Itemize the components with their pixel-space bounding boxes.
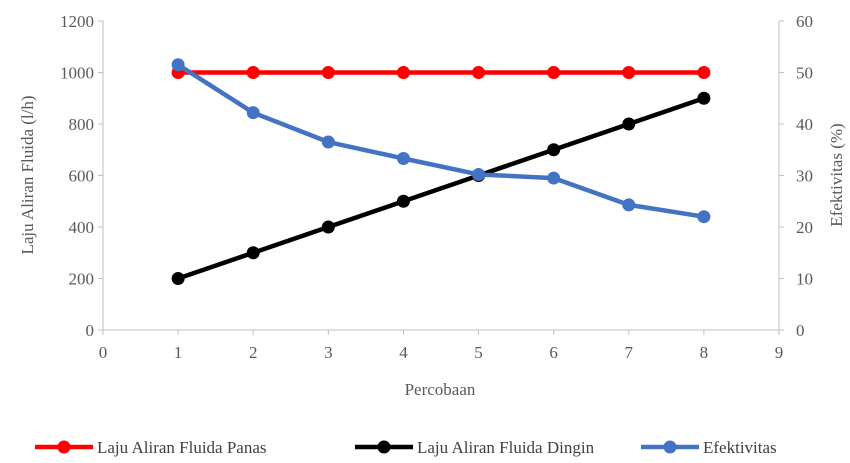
series-1 [171, 66, 711, 79]
x-tick-label: 2 [249, 343, 258, 362]
legend-swatch-marker [377, 440, 391, 454]
x-tick-label: 7 [625, 343, 634, 362]
x-tick-label: 1 [174, 343, 183, 362]
data-point [697, 210, 711, 224]
series-layer [171, 58, 711, 285]
data-point [396, 152, 410, 166]
data-point [396, 194, 410, 208]
data-point [622, 198, 636, 212]
y-left-tick-label: 400 [69, 218, 95, 237]
y-axis-right-title: Efektivitas (%) [827, 123, 846, 226]
y-right-tick-label: 10 [796, 270, 813, 289]
x-tick-label: 9 [775, 343, 784, 362]
y-left-tick-label: 1200 [60, 12, 94, 31]
legend-swatch-marker [57, 440, 71, 454]
data-point [321, 66, 335, 79]
x-tick-label: 5 [474, 343, 483, 362]
x-tick-label: 3 [324, 343, 333, 362]
legend-item: Laju Aliran Fluida Panas [35, 438, 267, 457]
legend-label: Efektivitas [703, 438, 777, 457]
x-axis-title: Percobaan [405, 380, 476, 399]
y-left-tick-label: 1000 [60, 64, 94, 83]
y-right-tick-label: 40 [796, 115, 813, 134]
legend-item: Efektivitas [641, 438, 777, 457]
x-tick-label: 8 [700, 343, 709, 362]
data-point [321, 135, 335, 149]
data-point [697, 66, 711, 79]
legend-item: Laju Aliran Fluida Dingin [355, 438, 595, 457]
series-line [175, 62, 707, 219]
legend-label: Laju Aliran Fluida Panas [97, 438, 267, 457]
y-right-tick-label: 60 [796, 12, 813, 31]
legend: Laju Aliran Fluida Panas Laju Aliran Flui… [35, 438, 777, 457]
y-axis-left-title: Laju Aliran Fluida (l/h) [18, 95, 37, 254]
data-point [246, 66, 260, 79]
y-right-tick-label: 0 [796, 321, 805, 340]
legend-label: Laju Aliran Fluida Dingin [417, 438, 595, 457]
series-line [175, 96, 707, 281]
data-point [171, 58, 185, 72]
data-point [547, 143, 561, 157]
data-point [472, 66, 486, 79]
data-point [396, 66, 410, 79]
data-point [697, 91, 711, 105]
data-point [171, 272, 185, 285]
data-point [547, 171, 561, 185]
y-left-tick-label: 0 [86, 321, 95, 340]
data-point [622, 66, 636, 79]
data-point [246, 246, 260, 260]
data-point [321, 220, 335, 234]
y-right-tick-label: 30 [796, 167, 813, 186]
series-3 [171, 58, 711, 224]
y-left-tick-label: 800 [69, 115, 95, 134]
data-point [246, 106, 260, 120]
y-left-tick-label: 600 [69, 167, 95, 186]
x-tick-label: 6 [549, 343, 558, 362]
data-point [622, 117, 636, 131]
x-tick-label: 4 [399, 343, 408, 362]
y-right-tick-label: 50 [796, 64, 813, 83]
series-2 [171, 91, 711, 285]
y-right-tick-label: 20 [796, 218, 813, 237]
x-tick-label: 0 [99, 343, 108, 362]
y-left-tick-label: 200 [69, 270, 95, 289]
legend-swatch-marker [663, 440, 677, 454]
data-point [472, 167, 486, 181]
data-point [547, 66, 561, 79]
